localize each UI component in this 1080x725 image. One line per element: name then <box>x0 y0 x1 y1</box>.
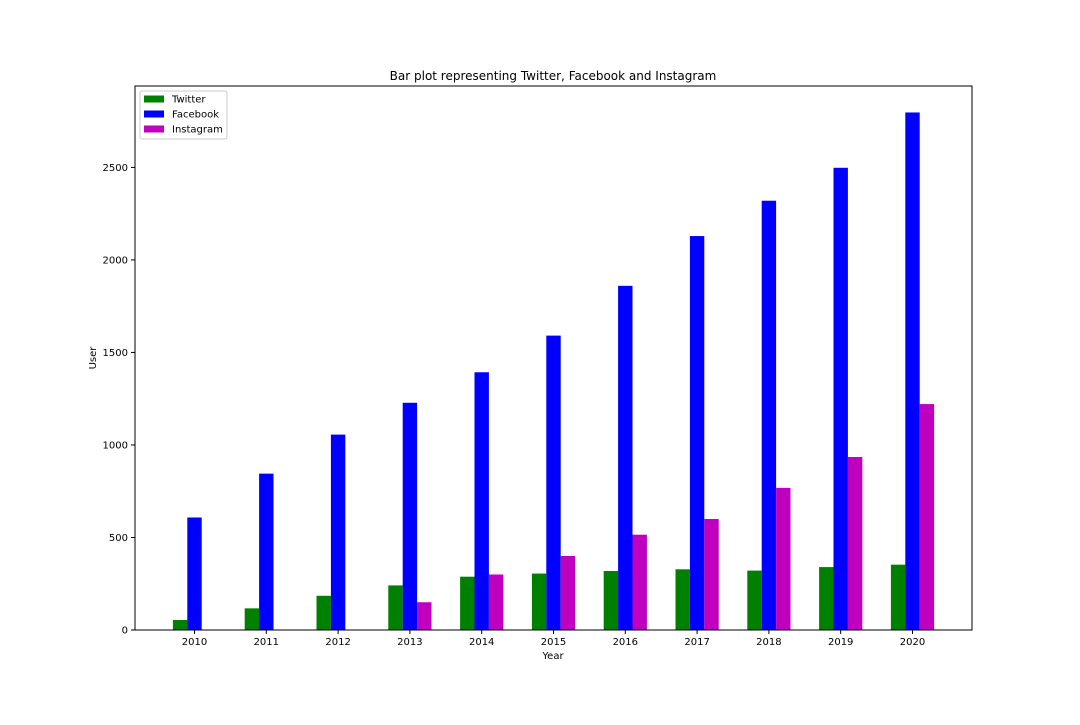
x-axis-label: Year <box>541 651 564 662</box>
y-tick-label: 0 <box>122 626 128 637</box>
y-tick-label: 2500 <box>103 163 128 174</box>
x-tick-label: 2012 <box>325 637 350 648</box>
bar-instagram-2019 <box>847 456 863 630</box>
bar-instagram-2017 <box>704 518 719 630</box>
bar-instagram-2018 <box>776 487 791 630</box>
legend-swatch-facebook <box>144 110 164 118</box>
bar-facebook-2018 <box>761 200 777 630</box>
y-tick-label: 2000 <box>103 255 128 266</box>
chart-title: Bar plot representing Twitter, Facebook … <box>390 69 717 83</box>
bar-facebook-2015 <box>546 335 561 630</box>
bar-instagram-2016 <box>632 534 647 630</box>
legend: Twitter Facebook Instagram <box>139 90 228 140</box>
bar-facebook-2020 <box>905 112 920 630</box>
y-tick-label: 500 <box>109 533 128 544</box>
bar-twitter-2020 <box>890 564 906 630</box>
bar-twitter-2012 <box>316 595 331 630</box>
x-tick-label: 2013 <box>397 637 422 648</box>
bar-twitter-2014 <box>460 576 475 630</box>
bar-twitter-2011 <box>244 608 260 630</box>
bar-facebook-2017 <box>689 236 705 630</box>
bar-facebook-2013 <box>402 402 418 630</box>
bar-twitter-2018 <box>747 570 762 630</box>
bar-twitter-2010 <box>172 620 188 630</box>
bar-instagram-2020 <box>919 404 935 630</box>
bar-twitter-2019 <box>819 567 834 630</box>
y-axis-label: User <box>88 346 99 370</box>
legend-swatch-twitter <box>144 95 164 103</box>
bar-facebook-2012 <box>330 434 346 630</box>
x-tick-label: 2019 <box>828 637 853 648</box>
x-tick-label: 2018 <box>756 637 781 648</box>
legend-swatch-instagram <box>144 125 164 133</box>
y-tick-label: 1000 <box>103 440 128 451</box>
y-tick-label: 1500 <box>103 348 128 359</box>
legend-label-twitter: Twitter <box>171 95 206 106</box>
bar-facebook-2019 <box>833 167 848 631</box>
bar-instagram-2014 <box>488 574 504 630</box>
bar-instagram-2013 <box>417 602 432 630</box>
x-tick-label: 2010 <box>182 637 207 648</box>
x-tick-label: 2011 <box>254 637 279 648</box>
x-axis-ticks: 2010 2011 2012 2013 2014 2015 2016 2017 2018 2019… <box>182 630 925 648</box>
bar-twitter-2013 <box>388 585 403 630</box>
bar-instagram-2015 <box>560 555 576 630</box>
bar-facebook-2010 <box>187 517 202 630</box>
bar-twitter-2017 <box>675 569 690 630</box>
bar-twitter-2016 <box>603 570 619 630</box>
y-axis-ticks: 0 500 1000 1500 2000 2500 <box>103 163 135 637</box>
x-tick-label: 2017 <box>684 637 709 648</box>
bar-twitter-2015 <box>531 573 547 630</box>
x-tick-label: 2014 <box>469 637 494 648</box>
bar-facebook-2014 <box>474 372 489 630</box>
bar-facebook-2016 <box>618 285 633 630</box>
x-tick-label: 2016 <box>613 637 638 648</box>
x-tick-label: 2020 <box>900 637 925 648</box>
legend-label-instagram: Instagram <box>172 125 223 136</box>
x-tick-label: 2015 <box>541 637 566 648</box>
plot-area-frame <box>134 85 973 631</box>
legend-label-facebook: Facebook <box>172 110 219 121</box>
bars-group <box>172 112 935 631</box>
bar-facebook-2011 <box>259 473 274 630</box>
